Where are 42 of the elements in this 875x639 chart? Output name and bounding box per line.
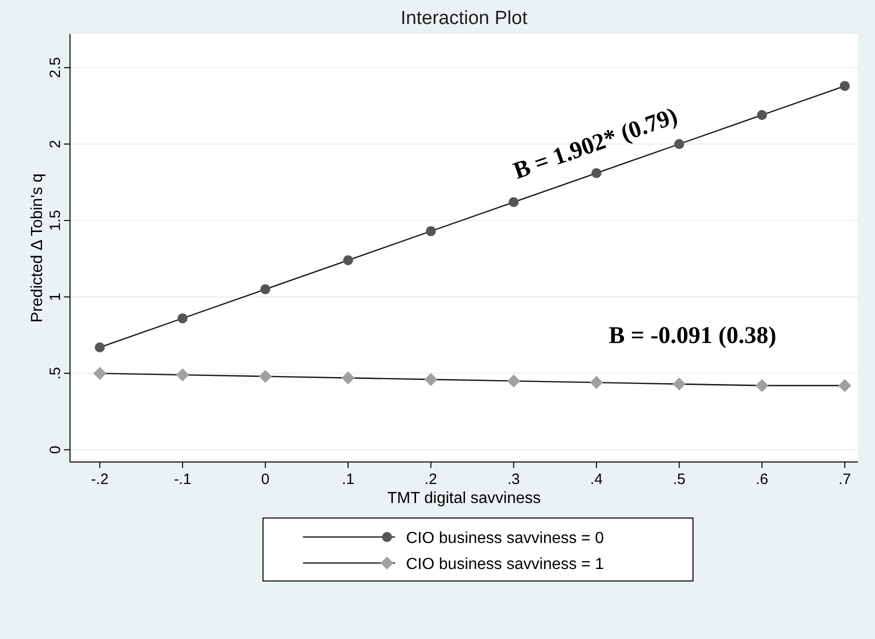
point (591, 168, 602, 178)
x-tick-label: .1 (342, 471, 354, 488)
x-tick-label: .7 (838, 471, 852, 488)
y-tick-label: 0 (47, 446, 64, 454)
y-tick-label: 1 (47, 292, 64, 302)
point (343, 255, 354, 266)
point (258, 370, 272, 383)
point (755, 379, 768, 392)
point (424, 372, 438, 386)
point (672, 378, 686, 391)
y-tick-label: .5 (47, 367, 64, 380)
x-tick-label: .6 (756, 471, 768, 488)
point (260, 284, 270, 294)
point (426, 226, 436, 236)
legend-label: CIO business savviness = 1 (406, 556, 604, 573)
annotation: B = 1.902* (0.79) (510, 103, 681, 185)
chart-title: Interaction Plot (400, 8, 528, 29)
point (176, 368, 190, 382)
point (840, 80, 850, 91)
point (342, 371, 355, 384)
x-tick-label: .3 (507, 471, 520, 488)
x-tick-label: 0 (261, 471, 270, 488)
y-tick-label: 1.5 (47, 210, 64, 231)
x-tick-label: .5 (672, 471, 686, 488)
point (178, 313, 188, 324)
y-tick-label: 2.5 (47, 57, 64, 78)
point (756, 110, 767, 120)
x-tick-label: .4 (590, 471, 603, 488)
y-axis-title: Predicted Δ Tobin's q (29, 174, 46, 322)
point (508, 197, 519, 208)
x-tick-label: -.2 (91, 471, 109, 488)
x-tick-label: .2 (424, 471, 438, 488)
annotation: B = -0.091 (0.38) (608, 323, 776, 350)
x-axis-title: TMT digital savviness (387, 490, 541, 507)
point (507, 374, 520, 388)
y-tick-label: 2 (47, 140, 64, 148)
x-tick-label: -.1 (174, 471, 192, 488)
point (838, 379, 852, 392)
point (93, 366, 106, 380)
legend-label: CIO business savviness = 0 (406, 530, 604, 547)
point (590, 376, 603, 390)
point (94, 342, 105, 352)
